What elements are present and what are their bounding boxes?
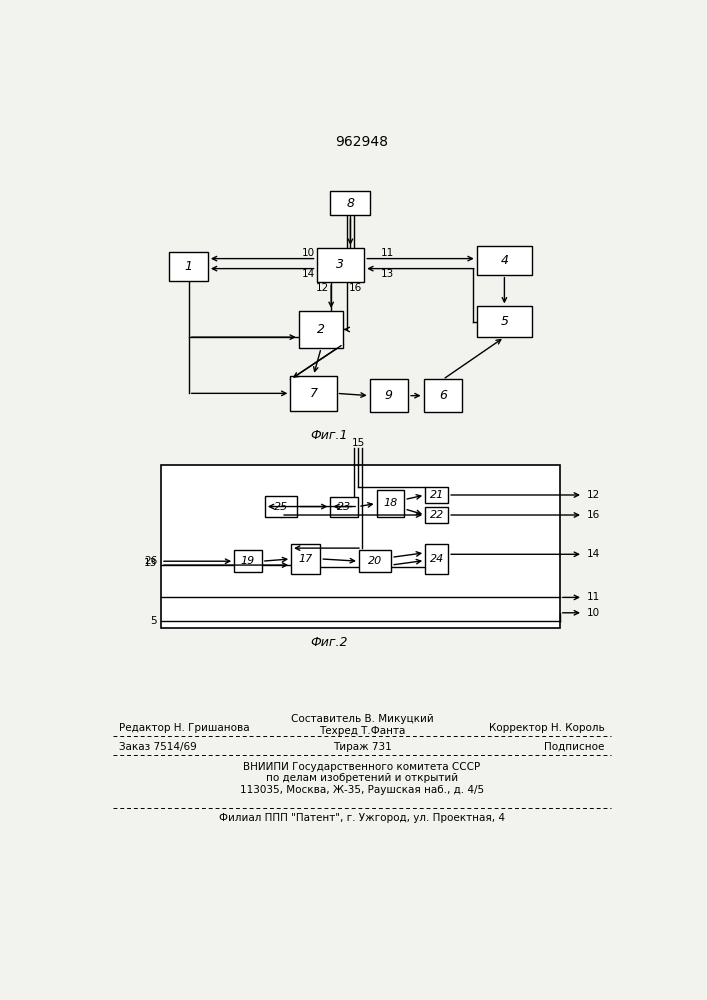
Bar [161,465,560,628]
Bar [359,550,391,572]
Text: 14: 14 [302,269,315,279]
Text: 7: 7 [310,387,317,400]
Text: 18: 18 [383,498,397,508]
Text: Составитель В. Микуцкий
Техред Т.Фанта: Составитель В. Микуцкий Техред Т.Фанта [291,714,433,736]
Text: ВНИИПИ Государственного комитета СССР
по делам изобретений и открытий
113035, Мо: ВНИИПИ Государственного комитета СССР по… [240,762,484,795]
Text: 26: 26 [144,556,157,566]
Text: 4: 4 [501,254,508,267]
Text: 11: 11 [587,592,600,602]
Text: Подписное: Подписное [544,742,604,752]
Text: 16: 16 [349,283,362,293]
Text: 17: 17 [298,554,313,564]
Text: Корректор Н. Король: Корректор Н. Король [489,723,604,733]
Text: 21: 21 [430,490,444,500]
Text: 3: 3 [337,258,344,271]
Bar [377,490,404,517]
Text: 24: 24 [430,554,444,564]
Text: 13: 13 [144,558,157,568]
Bar [265,496,297,517]
Text: 22: 22 [430,510,444,520]
Bar [299,311,344,348]
Text: Филиал ППП "Патент", г. Ужгород, ул. Проектная, 4: Филиал ППП "Патент", г. Ужгород, ул. Про… [219,813,505,823]
Bar [425,544,448,574]
Text: 23: 23 [337,502,351,512]
Text: 15: 15 [351,438,365,448]
Text: Тираж 731: Тираж 731 [332,742,392,752]
Bar [291,376,337,411]
Bar [317,248,364,282]
Text: 6: 6 [439,389,447,402]
Text: 10: 10 [302,248,315,258]
Bar [170,252,208,281]
Text: 12: 12 [587,490,600,500]
Text: 16: 16 [587,510,600,520]
Text: Заказ 7514/69: Заказ 7514/69 [119,742,197,752]
Bar [425,487,448,503]
Text: 1: 1 [185,260,193,273]
Text: 20: 20 [368,556,382,566]
Text: 12: 12 [315,283,329,293]
Text: Редактор Н. Гришанова: Редактор Н. Гришанова [119,723,250,733]
Text: 25: 25 [274,502,288,512]
Bar [477,246,532,275]
Text: 13: 13 [381,269,394,279]
Text: 10: 10 [587,608,600,618]
Text: 2: 2 [317,323,325,336]
Text: 8: 8 [346,197,354,210]
Text: 9: 9 [385,389,393,402]
Text: 14: 14 [587,549,600,559]
Bar [330,497,358,517]
Text: 5: 5 [151,615,157,626]
Text: Фиг.2: Фиг.2 [310,636,348,649]
Text: 5: 5 [501,315,508,328]
Text: 19: 19 [241,556,255,566]
Bar [370,379,408,412]
Bar [291,544,320,574]
Text: 962948: 962948 [335,135,388,149]
Bar [477,306,532,337]
Bar [423,379,462,412]
Text: Фиг.1: Фиг.1 [310,429,348,442]
Text: 11: 11 [381,248,394,258]
Bar [425,507,448,523]
Bar [330,191,370,215]
Bar [234,550,262,572]
